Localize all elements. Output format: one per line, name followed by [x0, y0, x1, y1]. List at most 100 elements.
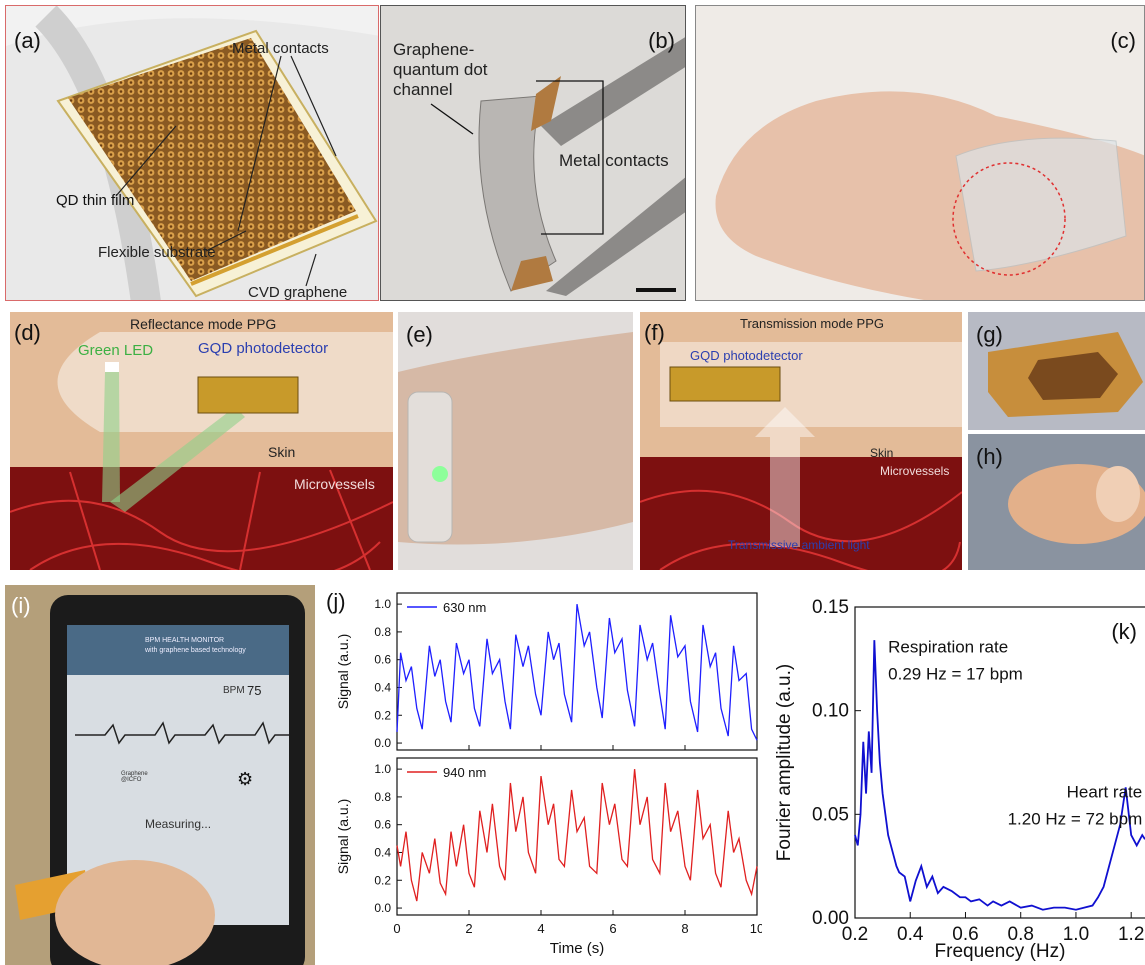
series-line-630 nm	[396, 604, 758, 741]
plot-frame-1	[396, 757, 758, 916]
fourier-line	[854, 640, 1145, 911]
panel-a-label: (a)	[14, 28, 41, 53]
panel-f-label: (f)	[644, 320, 665, 345]
bpm-label: BPM	[223, 685, 245, 696]
panel-h-photo	[968, 434, 1145, 570]
app-subtitle: with graphene based technology	[145, 647, 246, 654]
panel-k-label: (k)	[1111, 619, 1137, 644]
panel-i-photo	[5, 585, 315, 965]
panel-e: (e)	[398, 312, 633, 570]
panel-b-contacts-label: Metal contacts	[559, 151, 669, 170]
transmission-title: Transmission mode PPG	[740, 316, 885, 331]
panel-b: (b) Graphene- quantum dot channel Metal …	[380, 5, 686, 301]
y-tick-label: 0.4	[374, 845, 391, 859]
x-tick-label: 0.4	[897, 924, 924, 945]
panel-c-photo	[696, 6, 1144, 300]
y-axis-label: Signal (a.u.)	[335, 799, 351, 874]
channel-label: Graphene- quantum dot channel	[393, 40, 488, 99]
y-axis-label: Signal (a.u.)	[335, 634, 351, 709]
panel-c-label: (c)	[1110, 28, 1136, 53]
annotation-2: Heart rate	[1067, 783, 1143, 802]
panel-f-illustration	[640, 312, 962, 570]
panel-g: (g)	[968, 312, 1145, 430]
panel-d-illustration	[10, 312, 393, 570]
x-tick-label: 4	[537, 921, 544, 936]
panel-e-label: (e)	[406, 322, 433, 347]
y-tick-label: 0.6	[374, 818, 391, 832]
panel-f-skin-label: Skin	[870, 446, 894, 460]
y-tick-label: 0.0	[374, 736, 391, 750]
x-tick-label: 0.6	[952, 924, 978, 945]
panel-k-chart: 0.00 0.05 0.10 0.15 0.2 0.4 0.6 0.8 1.0 1.2 (k) Res…	[774, 597, 1145, 962]
panel-h-label: (h)	[976, 444, 1003, 469]
panel-b-label: (b)	[648, 28, 675, 53]
annotation-3: 1.20 Hz = 72 bpm	[1008, 810, 1143, 829]
y-tick-label: 0.10	[812, 701, 849, 722]
x-tick-label: 0.2	[842, 924, 868, 945]
panel-d: (d) Reflectance mode PPG Green LED GQD p…	[10, 312, 393, 570]
y-tick-label: 0.00	[812, 908, 849, 929]
substrate-label: Flexible substrate	[98, 244, 216, 261]
x-tick-label: 2	[465, 921, 472, 936]
y-tick-label: 0.6	[374, 653, 391, 667]
y-tick-label: 1.0	[374, 597, 391, 611]
panel-f-vessels-label: Microvessels	[880, 464, 950, 478]
measuring-status: Measuring...	[145, 817, 212, 831]
x-tick-label: 0.8	[1008, 924, 1034, 945]
y-tick-label: 0.8	[374, 625, 391, 639]
panel-d-skin-label: Skin	[268, 444, 296, 460]
x-tick-label: 8	[681, 921, 688, 936]
cvd-graphene-label: CVD graphene	[248, 284, 348, 301]
green-led-label: Green LED	[78, 342, 154, 359]
panel-j-chart: (j) 0.0 0.2 0.4 0.6 0.8 1.0 630 nm Signal (a.u.)…	[326, 589, 762, 957]
panel-f-detector-label: GQD photodetector	[690, 348, 803, 363]
x-axis-label: Time (s)	[550, 940, 604, 957]
x-tick-label: 1.2	[1118, 924, 1144, 945]
y-tick-label: 0.4	[374, 680, 391, 694]
x-tick-label: 10	[750, 921, 762, 936]
app-title: BPM HEALTH MONITOR	[145, 637, 225, 644]
bpm-value: 75	[247, 683, 262, 698]
y-tick-label: 0.2	[374, 873, 391, 887]
y-tick-label: 0.8	[374, 790, 391, 804]
panel-i-label: (i)	[11, 593, 31, 618]
x-tick-label: 0	[393, 921, 400, 936]
y-axis-label: Fourier amplitude (a.u.)	[774, 664, 795, 861]
annotation-1: 0.29 Hz = 17 bpm	[888, 665, 1023, 684]
x-tick-label: 1.0	[1063, 924, 1089, 945]
panel-g-photo	[968, 312, 1145, 430]
y-tick-label: 0.15	[812, 597, 849, 618]
y-tick-label: 0.05	[812, 804, 849, 825]
metal-contacts-label: Metal contacts	[232, 40, 329, 57]
panel-a-illustration	[6, 6, 378, 300]
panel-a: (a) Metal contacts QD thin film Flexible…	[5, 5, 379, 301]
panel-b-photo	[381, 6, 685, 300]
reflectance-title: Reflectance mode PPG	[130, 316, 277, 332]
panel-d-label: (d)	[14, 320, 41, 345]
x-axis-label: Frequency (Hz)	[935, 941, 1066, 962]
series-line-940 nm	[396, 769, 758, 902]
legend-label: 630 nm	[443, 600, 486, 615]
panel-a-arrows	[115, 55, 337, 287]
annotation-0: Respiration rate	[888, 638, 1008, 657]
panel-e-photo	[398, 312, 633, 570]
plot-frame	[854, 606, 1145, 919]
qd-film-label: QD thin film	[56, 192, 135, 209]
panel-j-label: (j)	[326, 589, 346, 614]
panel-i: (i) BPM HEALTH MONITOR with graphene bas…	[5, 585, 315, 965]
y-tick-label: 0.2	[374, 708, 391, 722]
panel-h: (h)	[968, 434, 1145, 570]
panel-c: (c)	[695, 5, 1145, 301]
plot-frame-0	[396, 592, 758, 751]
panel-b-arrows	[430, 80, 604, 235]
y-tick-label: 1.0	[374, 762, 391, 776]
panel-g-label: (g)	[976, 322, 1003, 347]
panel-f: (f) Transmission mode PPG GQD photodetec…	[640, 312, 962, 570]
panel-d-vessels-label: Microvessels	[294, 476, 375, 492]
settings-icon[interactable]: ⚙	[237, 769, 254, 789]
app-logo-text: Graphene @ICFO	[121, 771, 148, 783]
y-tick-label: 0.0	[374, 901, 391, 915]
ambient-light-label: Transmissive ambient light	[728, 538, 870, 552]
x-tick-label: 6	[609, 921, 616, 936]
legend-label: 940 nm	[443, 765, 486, 780]
